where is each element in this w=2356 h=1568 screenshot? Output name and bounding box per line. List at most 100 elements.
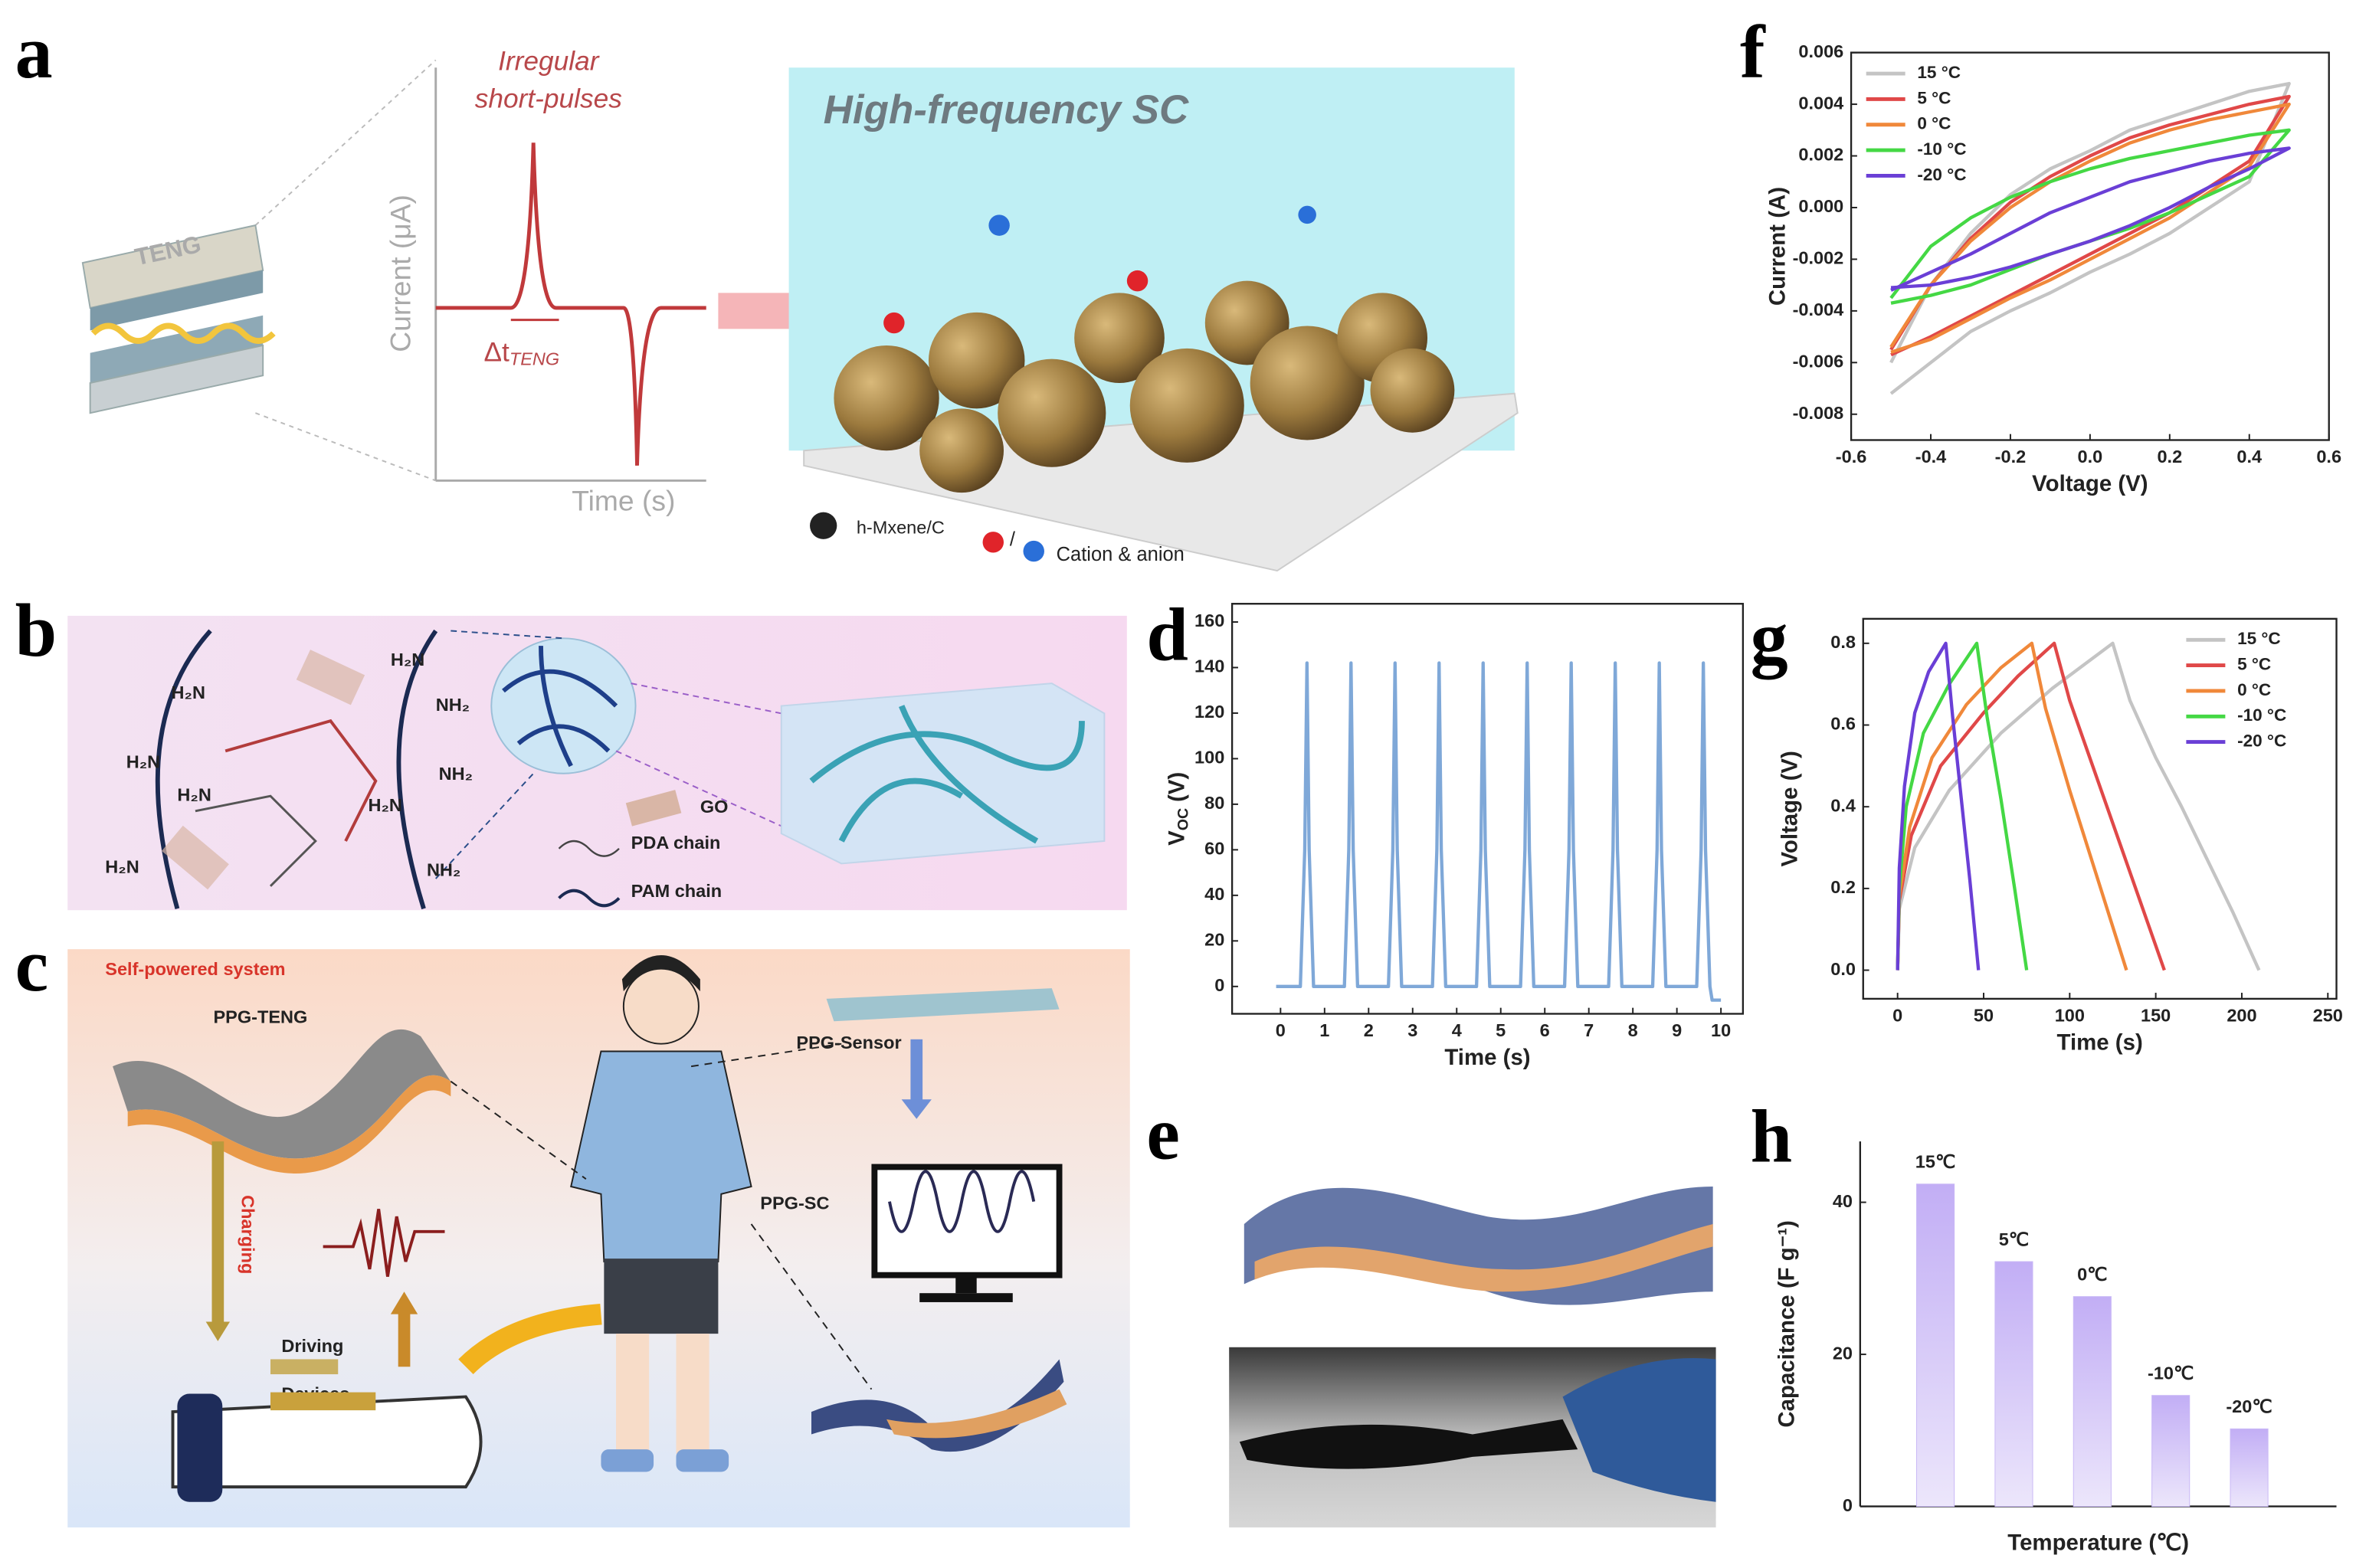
chem-group: H₂N [391,650,424,669]
x-tick-label: -0.6 [1836,447,1867,466]
series-line [1889,81,2291,395]
pulse-title: short-pulses [475,84,622,114]
y-tick-label: 0 [1843,1495,1853,1515]
spheres [834,280,1455,493]
x-tick-label: 8 [1628,1020,1638,1040]
bar [1916,1183,1955,1507]
chem-group: H₂N [172,683,205,702]
panel-label: b [15,590,57,673]
x-tick-label: 10 [1711,1020,1731,1040]
x-tick-label: 2 [1364,1020,1374,1040]
y-tick-label: 0.2 [1830,877,1856,897]
series-line [1889,94,2291,357]
x-tick-label: 0.6 [2316,447,2341,466]
legend-label: 15 °C [1917,63,1961,82]
pulse-title: Irregular [498,47,600,77]
y-tick-label: 100 [1194,748,1224,768]
x-tick-label: 1 [1319,1020,1329,1040]
bar [2151,1395,2191,1507]
y-tick-label: 160 [1194,611,1224,630]
x-tick-label: -0.4 [1915,447,1947,466]
panel-label: g [1751,597,1788,680]
bar-category-label: -20℃ [2226,1396,2272,1416]
series-line [1889,102,2291,354]
chem-group: NH₂ [436,695,470,715]
panel-label: a [15,11,53,94]
legend-label: -20 °C [1917,165,1966,184]
legend-material: h-Mxene/C [857,517,945,537]
panel-b: H₂N H₂N H₂N H₂N H₂N NH₂ NH₂ NH₂ H₂N GO P… [67,615,1127,911]
x-tick-label: 0 [1276,1020,1286,1040]
y-axis-label: Current (A) [1765,187,1791,306]
legend-label: 5 °C [1917,88,1951,107]
x-axis-label: Time (s) [2057,1030,2143,1055]
bar [1994,1261,2033,1507]
x-tick-label: 0 [1892,1006,1902,1026]
series-line [1896,641,2261,971]
y-tick-label: 0.000 [1798,196,1843,216]
x-tick-label: 4 [1452,1020,1462,1040]
y-tick-label: -0.004 [1793,300,1844,319]
panel-label: f [1740,11,1766,94]
legend-ions: Cation & anion [1057,544,1185,565]
y-tick-label: 0 [1214,975,1224,995]
delta-sub: TENG [510,349,559,369]
y-axis-label: Voltage (V) [1777,751,1802,866]
legend-label: 0 °C [2237,680,2271,699]
y-tick-label: 0.002 [1798,145,1843,165]
x-tick-label: 7 [1584,1020,1594,1040]
y-label-unit: (V) [1164,772,1189,802]
y-tick-label: 60 [1204,839,1224,859]
c-sensor: PPG-Sensor [796,1033,901,1052]
bar-category-label: 0℃ [2077,1264,2108,1284]
x-tick-label: 9 [1672,1020,1682,1040]
y-tick-label: 40 [1204,884,1224,904]
y-tick-label: 40 [1833,1191,1853,1211]
legend-label: 5 °C [2237,655,2271,674]
pulse-ylabel: Current (μA) [384,195,416,352]
panel-e [1229,1186,1716,1528]
panel-label: e [1146,1093,1180,1176]
y-tick-label: 0.6 [1830,714,1856,734]
chem-group: NH₂ [439,764,473,784]
legend-label: 15 °C [2237,629,2281,648]
pulse-xlabel: Time (s) [572,485,675,517]
plot-frame [1862,617,2338,1000]
legend-label: -10 °C [2237,705,2286,725]
x-tick-label: 5 [1496,1020,1506,1040]
y-tick-label: 20 [1204,930,1224,950]
x-tick-label: 0.0 [2078,447,2103,466]
series-line [1896,641,2128,971]
panel-label: d [1146,594,1188,677]
legend-label: -10 °C [1917,139,1966,159]
y-tick-label: 0.0 [1830,959,1856,979]
x-tick-label: 0.4 [2236,447,2262,466]
delta: Δt [483,338,510,368]
bar [2073,1296,2112,1507]
chem-group: H₂N [126,751,160,771]
legend-pam: PAM chain [631,881,722,901]
series-line [1890,146,2291,292]
x-tick-label: 150 [2141,1006,2171,1026]
x-tick-label: 50 [1974,1006,1994,1026]
legend-slash: / [1010,529,1016,551]
c-title: Self-powered system [105,959,285,979]
bar-category-label: 5℃ [1999,1229,2030,1249]
legend-label: 0 °C [1917,114,1951,133]
c-sc: PPG-SC [760,1193,829,1213]
y-tick-label: 0.006 [1798,41,1843,61]
c-charging: Charging [238,1195,257,1274]
y-tick-label: 0.4 [1830,795,1856,815]
bar-category-label: -10℃ [2148,1363,2194,1383]
series-line [1896,641,2029,971]
legend-label: -20 °C [2237,732,2286,751]
x-tick-label: -0.2 [1995,447,2027,466]
y-tick-label: 80 [1204,793,1224,813]
y-axis-label: VOC (V) [1164,772,1191,846]
y-tick-label: -0.006 [1793,352,1844,372]
y-tick-label: -0.002 [1793,248,1844,268]
chem-group: NH₂ [427,859,460,879]
bar [2230,1428,2269,1507]
